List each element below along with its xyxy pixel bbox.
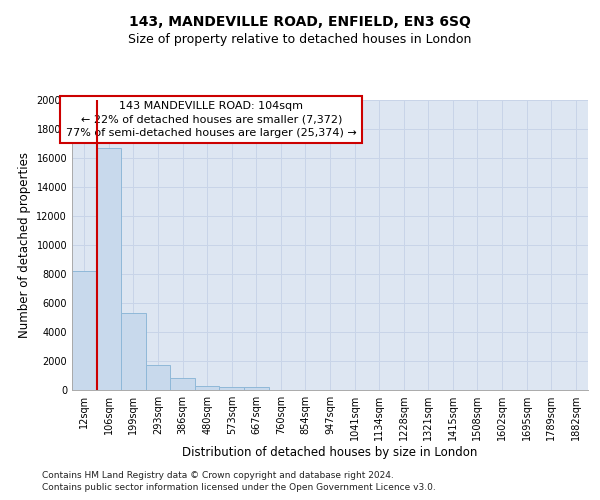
Bar [97, 148, 121, 390]
Bar [72, 271, 97, 390]
Bar [121, 313, 146, 390]
X-axis label: Distribution of detached houses by size in London: Distribution of detached houses by size … [182, 446, 478, 459]
Bar [244, 387, 269, 390]
Text: Size of property relative to detached houses in London: Size of property relative to detached ho… [128, 32, 472, 46]
Text: Contains HM Land Registry data © Crown copyright and database right 2024.: Contains HM Land Registry data © Crown c… [42, 471, 394, 480]
Bar [170, 378, 195, 390]
Y-axis label: Number of detached properties: Number of detached properties [18, 152, 31, 338]
Bar [220, 387, 244, 390]
Text: 143 MANDEVILLE ROAD: 104sqm
← 22% of detached houses are smaller (7,372)
77% of : 143 MANDEVILLE ROAD: 104sqm ← 22% of det… [66, 102, 356, 138]
Text: 143, MANDEVILLE ROAD, ENFIELD, EN3 6SQ: 143, MANDEVILLE ROAD, ENFIELD, EN3 6SQ [129, 15, 471, 29]
Text: Contains public sector information licensed under the Open Government Licence v3: Contains public sector information licen… [42, 484, 436, 492]
Bar [195, 386, 220, 390]
Bar [146, 364, 170, 390]
